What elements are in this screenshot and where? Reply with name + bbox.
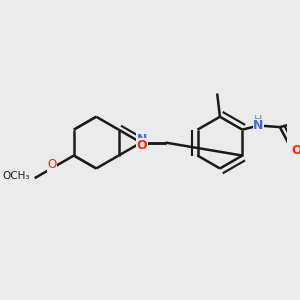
Text: N: N [253, 119, 264, 132]
Text: O: O [137, 139, 147, 152]
Text: O: O [47, 158, 56, 171]
Text: O: O [292, 144, 300, 158]
Text: H: H [254, 115, 262, 125]
Text: N: N [137, 133, 147, 146]
Text: OCH₃: OCH₃ [2, 171, 30, 181]
